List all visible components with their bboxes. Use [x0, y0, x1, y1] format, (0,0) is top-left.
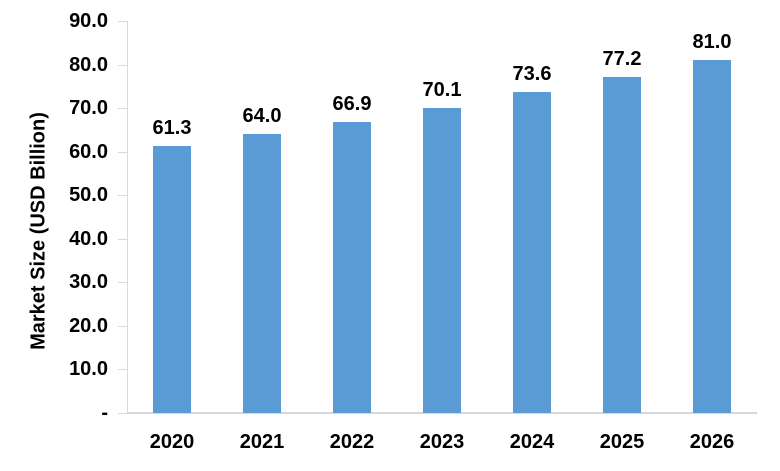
y-tick-label: 20.0	[69, 315, 108, 337]
bar-value-label: 81.0	[692, 31, 732, 53]
bar	[513, 92, 551, 413]
y-tick-mark	[118, 413, 127, 414]
bar-value-label: 73.6	[512, 63, 552, 85]
x-category-label: 2024	[509, 431, 555, 453]
y-tick-mark	[118, 108, 127, 109]
y-axis-line	[127, 21, 128, 413]
y-tick-mark	[118, 282, 127, 283]
x-category-label: 2025	[599, 431, 645, 453]
bar-value-label: 70.1	[422, 79, 462, 101]
bar	[693, 60, 731, 413]
bar-value-label: 64.0	[242, 105, 282, 127]
x-category-label: 2023	[419, 431, 465, 453]
x-category-label: 2022	[329, 431, 375, 453]
y-tick-mark	[118, 65, 127, 66]
x-axis-line	[127, 412, 757, 414]
y-tick-mark	[118, 369, 127, 370]
x-category-label: 2021	[239, 431, 285, 453]
bar	[423, 108, 461, 413]
y-tick-label: 50.0	[69, 184, 108, 206]
bar-value-label: 66.9	[332, 93, 372, 115]
x-category-label: 2026	[689, 431, 735, 453]
bar	[243, 134, 281, 413]
y-tick-label: -	[101, 402, 108, 424]
x-category-label: 2020	[149, 431, 195, 453]
y-tick-label: 30.0	[69, 271, 108, 293]
bar	[333, 122, 371, 413]
y-tick-mark	[118, 21, 127, 22]
y-tick-mark	[118, 195, 127, 196]
bar-value-label: 77.2	[602, 48, 642, 70]
y-tick-mark	[118, 326, 127, 327]
y-tick-label: 80.0	[69, 54, 108, 76]
y-tick-label: 70.0	[69, 97, 108, 119]
bar-value-label: 61.3	[152, 117, 192, 139]
y-tick-label: 90.0	[69, 10, 108, 32]
y-tick-label: 60.0	[69, 141, 108, 163]
y-tick-label: 40.0	[69, 228, 108, 250]
y-tick-mark	[118, 239, 127, 240]
y-tick-label: 10.0	[69, 358, 108, 380]
y-tick-mark	[118, 152, 127, 153]
bar	[603, 77, 641, 413]
bar	[153, 146, 191, 413]
